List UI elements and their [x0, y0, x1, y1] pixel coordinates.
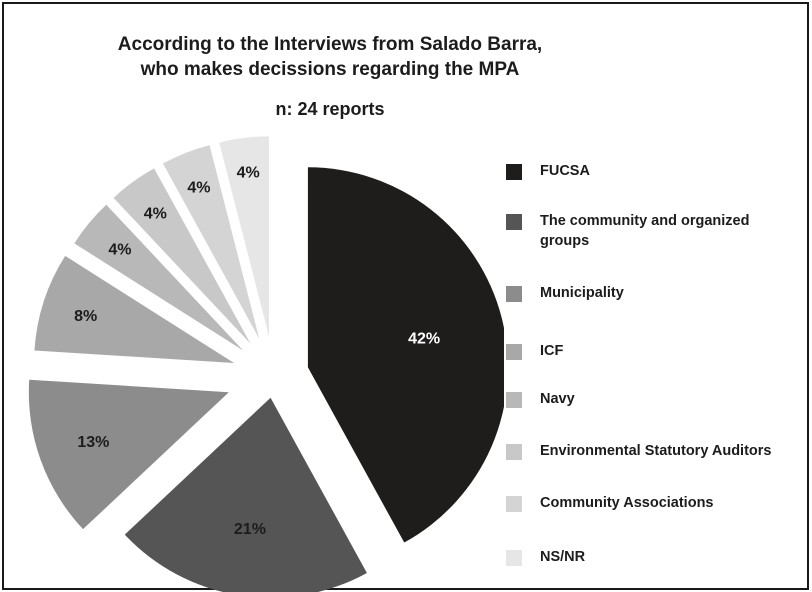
chart-title: According to the Interviews from Salado … [117, 34, 543, 55]
chart-title-line2: who makes decissions regarding the MPA [140, 59, 520, 80]
slice-value-label: 4% [237, 165, 260, 182]
pie-slice-3 [28, 379, 229, 530]
legend-swatch [506, 164, 522, 180]
legend-swatch [506, 344, 522, 360]
slice-value-label: 4% [108, 242, 131, 259]
slice-value-label: 21% [234, 521, 266, 538]
slice-value-label: 13% [77, 434, 109, 451]
legend-label: Municipality [540, 285, 624, 301]
pie-slice-5 [74, 204, 244, 351]
pie-slice-7 [162, 145, 260, 339]
legend-label: Community Associations [540, 495, 714, 511]
legend-swatch [506, 392, 522, 408]
slice-value-label: 42% [408, 330, 440, 347]
pie-slice-4 [34, 255, 235, 364]
slice-value-label: 8% [74, 308, 97, 325]
legend-swatch [506, 550, 522, 566]
pie-slice-2 [124, 397, 367, 592]
legend-label: NS/NR [540, 549, 586, 565]
legend-swatch [506, 286, 522, 302]
legend-swatch [506, 214, 522, 230]
slice-value-label: 4% [144, 206, 167, 223]
legend-label: Navy [540, 391, 575, 407]
legend-label: ICF [540, 343, 564, 359]
chart-subtitle: n: 24 reports [275, 99, 385, 119]
pie-slice-8 [219, 136, 269, 337]
pie-slice-1 [307, 167, 504, 543]
slice-value-label: 4% [187, 179, 210, 196]
legend-swatch [506, 444, 522, 460]
legend-swatch [506, 496, 522, 512]
legend-label: FUCSA [540, 163, 590, 179]
legend-label: The community and organized groups [540, 213, 750, 249]
pie-slice-6 [113, 168, 251, 344]
legend-label: Environmental Statutory Auditors [540, 443, 772, 459]
pie-chart: 42% 21% 13% 8% 4% 4% 4% 4% [28, 136, 504, 592]
